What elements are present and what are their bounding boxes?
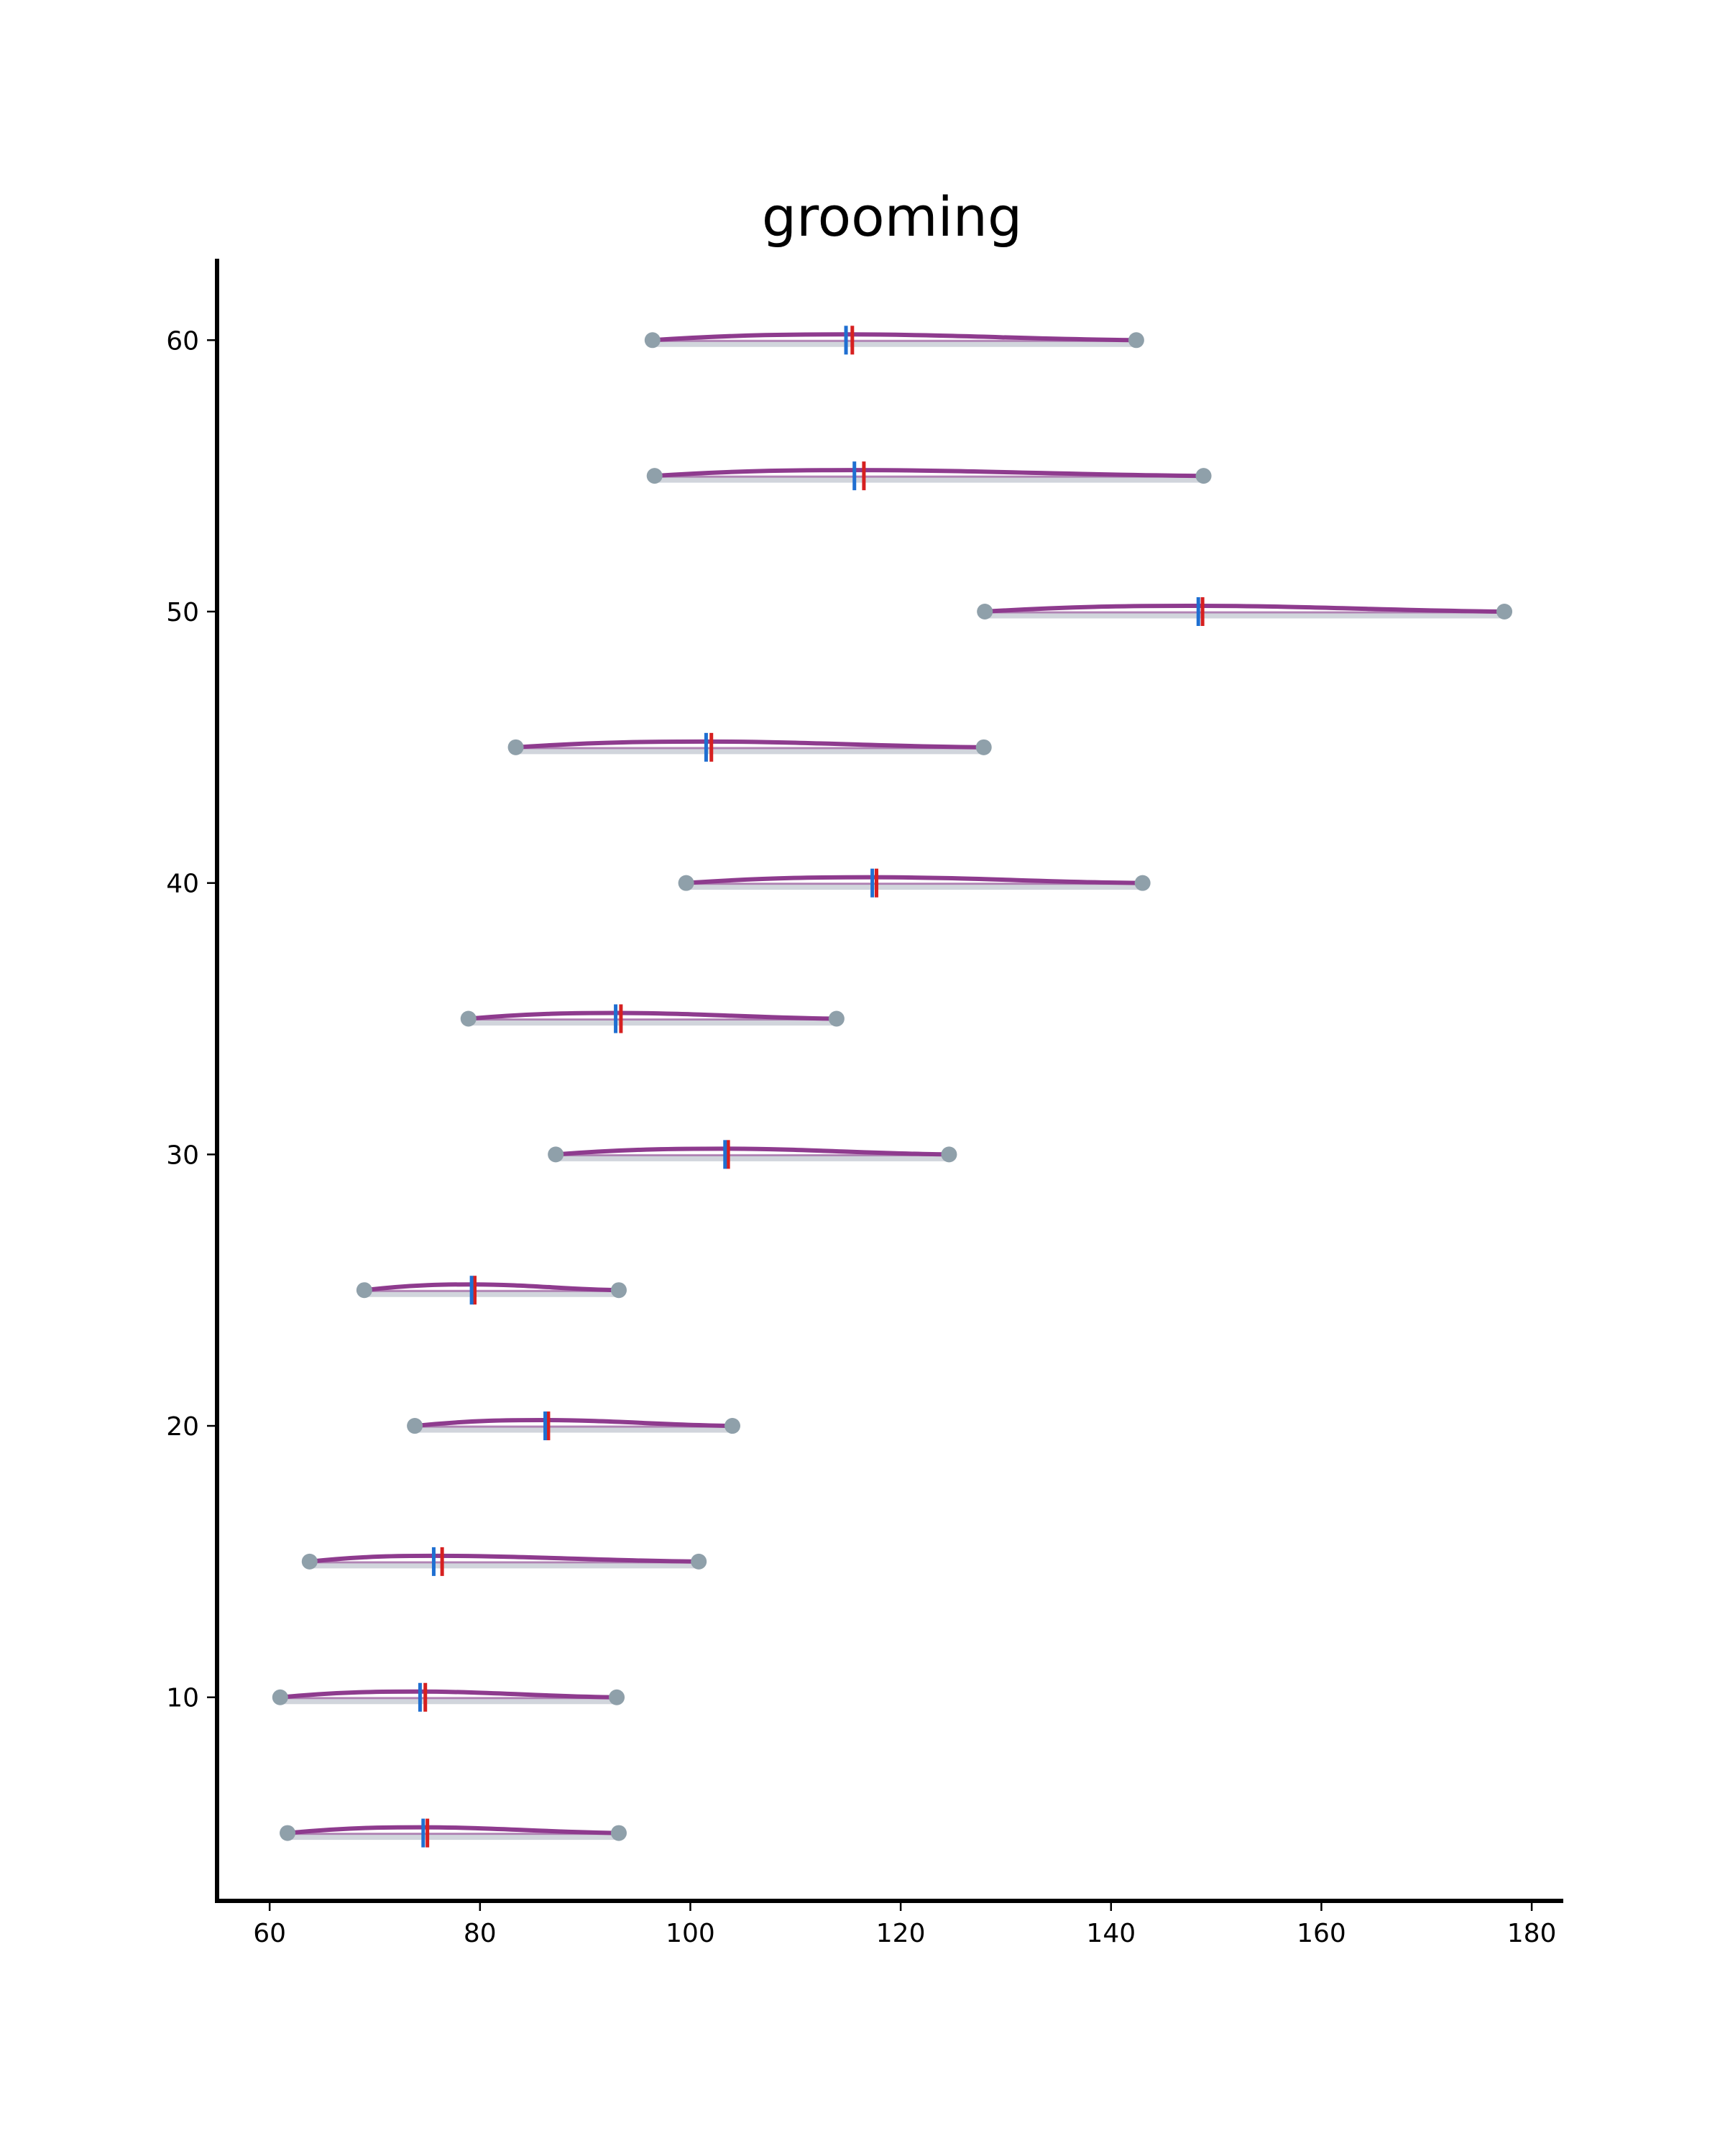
distribution-curve <box>285 1825 621 1835</box>
row-20 <box>407 1411 741 1441</box>
row-30 <box>548 1140 957 1169</box>
min-point <box>507 739 524 755</box>
min-point <box>407 1418 423 1434</box>
max-point <box>691 1553 707 1570</box>
min-point <box>548 1146 564 1163</box>
max-point <box>609 1689 625 1705</box>
x-tick-label-140: 140 <box>1086 1919 1136 1948</box>
max-point <box>975 739 992 755</box>
distribution-curve <box>684 875 1145 885</box>
max-point <box>610 1282 627 1299</box>
row-55 <box>646 461 1212 491</box>
max-point <box>1128 332 1144 349</box>
row-15 <box>301 1547 707 1576</box>
distribution-curve <box>466 1010 839 1021</box>
distribution-curve <box>650 332 1138 343</box>
distribution-curve <box>652 468 1206 479</box>
distribution-curve <box>413 1418 735 1429</box>
y-tick-label-50: 50 <box>166 598 199 627</box>
max-point <box>610 1825 627 1841</box>
min-point <box>646 468 663 484</box>
y-tick-label-40: 40 <box>166 870 199 899</box>
max-point <box>724 1418 741 1434</box>
row-5 <box>280 1818 627 1848</box>
row-10 <box>272 1682 625 1712</box>
distribution-curve <box>277 1689 620 1700</box>
data-rows <box>272 326 1513 1848</box>
row-40 <box>678 868 1151 898</box>
min-point <box>644 332 661 349</box>
row-25 <box>356 1276 627 1305</box>
y-tick-label-30: 30 <box>166 1141 199 1170</box>
x-tick-label-100: 100 <box>666 1919 715 1948</box>
chart-title: grooming <box>762 185 1022 249</box>
distribution-curve <box>513 739 986 750</box>
distribution-curve <box>307 1553 702 1564</box>
min-point <box>301 1553 318 1570</box>
row-60 <box>644 326 1144 355</box>
min-point <box>678 875 694 891</box>
x-tick-label-120: 120 <box>876 1919 926 1948</box>
min-point <box>356 1282 372 1299</box>
x-tick-label-60: 60 <box>253 1919 286 1948</box>
distribution-curve <box>983 603 1507 614</box>
y-tick-label-10: 10 <box>166 1684 199 1713</box>
max-point <box>1496 603 1513 619</box>
min-point <box>272 1689 288 1705</box>
min-point <box>460 1010 477 1027</box>
y-tick-label-20: 20 <box>166 1412 199 1442</box>
x-tick-label-160: 160 <box>1297 1919 1346 1948</box>
max-point <box>828 1010 845 1027</box>
row-45 <box>507 732 992 762</box>
min-point <box>977 603 993 619</box>
min-point <box>280 1825 296 1841</box>
y-tick-label-60: 60 <box>166 326 199 356</box>
max-point <box>1134 875 1151 891</box>
axes: 60 80 100 120 140 160 180 10 20 30 40 50 60 <box>166 259 1563 1948</box>
row-50 <box>977 596 1513 626</box>
max-point <box>941 1146 957 1163</box>
max-point <box>1195 468 1212 484</box>
row-35 <box>460 1004 845 1033</box>
distribution-curve <box>553 1146 952 1157</box>
x-tick-label-80: 80 <box>464 1919 497 1948</box>
distribution-curve <box>362 1282 621 1293</box>
x-tick-label-180: 180 <box>1507 1919 1557 1948</box>
